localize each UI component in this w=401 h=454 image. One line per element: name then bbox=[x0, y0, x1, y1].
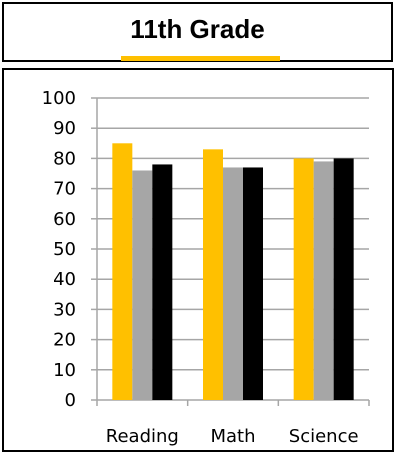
y-tick-label: 100 bbox=[42, 88, 76, 109]
y-tick-label: 70 bbox=[53, 179, 76, 200]
bar bbox=[203, 149, 223, 400]
bar bbox=[243, 167, 263, 400]
bar bbox=[152, 164, 173, 400]
y-tick-label: 60 bbox=[53, 209, 76, 230]
y-tick-label: 0 bbox=[65, 390, 76, 411]
y-tick-label: 90 bbox=[53, 118, 76, 139]
x-category-label: Science bbox=[289, 426, 359, 447]
chart-title: 11th Grade bbox=[130, 14, 265, 44]
y-tick-label: 40 bbox=[53, 269, 76, 290]
y-tick-label: 50 bbox=[53, 239, 76, 260]
y-tick-label: 80 bbox=[53, 148, 76, 169]
y-tick-label: 20 bbox=[53, 330, 76, 351]
bar bbox=[223, 167, 243, 400]
title-box: 11th Grade bbox=[2, 2, 393, 62]
bar bbox=[333, 158, 354, 400]
x-category-label: Reading bbox=[106, 426, 179, 447]
bar bbox=[293, 158, 314, 400]
bar bbox=[112, 143, 133, 401]
bar bbox=[132, 170, 153, 400]
y-tick-label: 30 bbox=[53, 299, 76, 320]
bar bbox=[313, 161, 334, 400]
title-underline bbox=[121, 56, 280, 61]
y-tick-label: 10 bbox=[53, 360, 76, 381]
x-category-label: Math bbox=[210, 426, 255, 447]
